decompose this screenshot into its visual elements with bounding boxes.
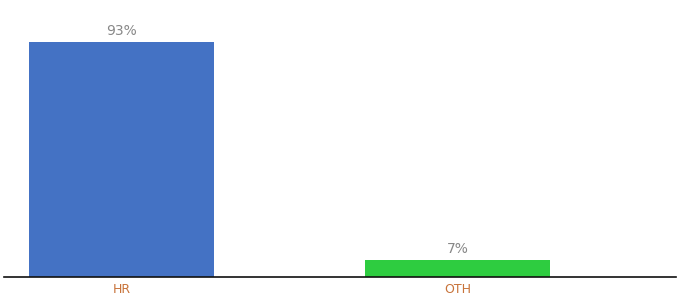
Text: 7%: 7% — [447, 242, 469, 256]
Bar — [29, 42, 214, 277]
Bar — [365, 260, 550, 277]
Text: 93%: 93% — [106, 24, 137, 38]
